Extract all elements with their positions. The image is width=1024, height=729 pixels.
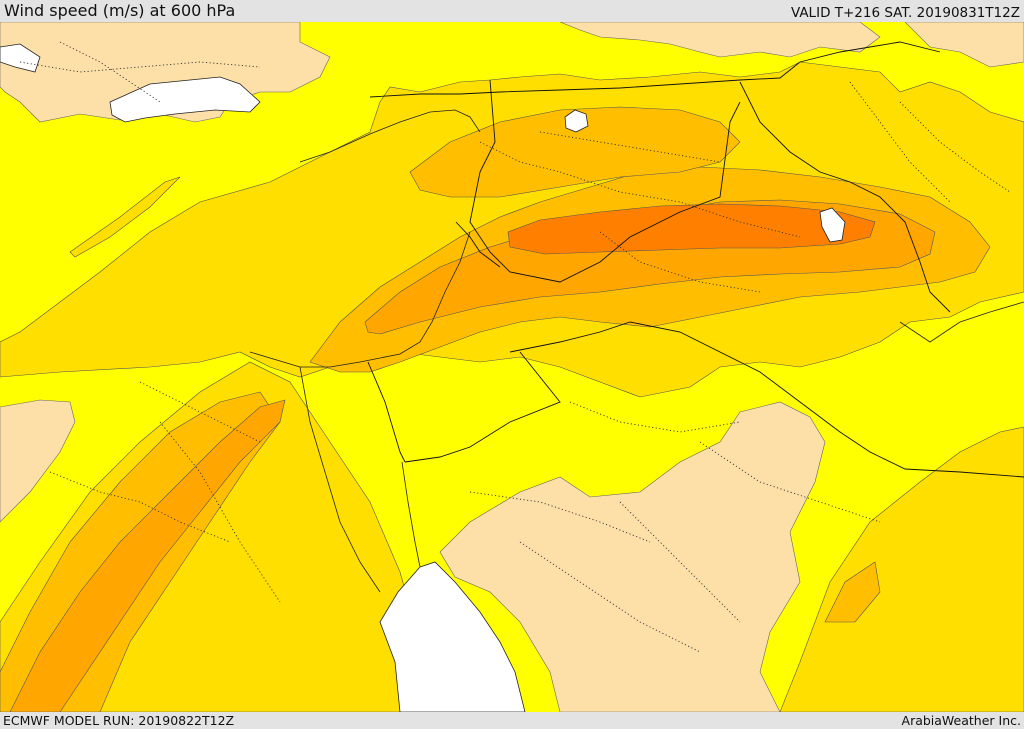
border-iran-caucasus <box>799 41 941 63</box>
admin-arabia-4 <box>699 441 881 523</box>
model-run-time: ECMWF MODEL RUN: 20190822T12Z <box>3 713 235 728</box>
border-egypt-israel <box>367 361 406 463</box>
level-2-arabia-east <box>779 426 1024 712</box>
border-jordan-saudi-arabia <box>404 351 561 463</box>
calm-area-anatolia <box>0 22 331 123</box>
bosphorus-strait <box>0 43 41 73</box>
calm-area-caucasus <box>559 22 881 58</box>
coastline-persian-gulf <box>899 301 1024 343</box>
level-4-africa-band <box>9 399 286 712</box>
lake-urmia <box>819 207 846 243</box>
red-sea <box>379 561 526 712</box>
admin-egypt-1 <box>139 381 261 443</box>
admin-arabia-3 <box>619 501 741 623</box>
border-iraq-saudi-arabia <box>509 321 1024 478</box>
level-5-areas <box>507 203 876 255</box>
admin-iraq-1 <box>539 131 721 163</box>
admin-arabia-5 <box>569 401 741 433</box>
header-bar: Wind speed (m/s) at 600 hPa VALID T+216 … <box>0 0 1024 22</box>
admin-anatolia-2 <box>59 41 161 103</box>
coastline-gulf-of-suez <box>299 366 381 593</box>
admin-anatolia-1 <box>19 61 261 73</box>
admin-arabia-2 <box>519 541 701 653</box>
water-bodies <box>0 43 846 712</box>
lake-van <box>564 109 589 133</box>
level-3-arabia-patch <box>824 561 881 623</box>
coastlines <box>249 109 1024 593</box>
footer-bar: ECMWF MODEL RUN: 20190822T12Z ArabiaWeat… <box>0 712 1024 729</box>
border-turkey-syria <box>369 61 801 98</box>
country-borders <box>367 41 1024 478</box>
admin-egypt-2 <box>159 421 281 603</box>
level-5-jet-core <box>507 203 876 255</box>
valid-time: VALID T+216 SAT. 20190831T12Z <box>790 5 1020 21</box>
admin-boundaries <box>19 41 1011 653</box>
calm-area-iran <box>904 22 1024 68</box>
level-2-mediterranean-jet <box>69 176 181 258</box>
border-syria-iraq <box>469 79 741 283</box>
coastline-gulf-of-aqaba <box>401 461 421 568</box>
border-syria-lebanon <box>455 221 501 268</box>
coastline-levant <box>299 109 481 163</box>
calm-area-arabia <box>439 401 826 712</box>
credit-text: ArabiaWeather Inc. <box>901 713 1021 728</box>
coastline-eastern-mediterranean <box>249 231 471 368</box>
map-title: Wind speed (m/s) at 600 hPa <box>4 1 236 20</box>
wind-speed-map[interactable] <box>0 22 1024 712</box>
sea-of-marmara <box>109 76 261 123</box>
admin-levant-1 <box>479 141 561 173</box>
calm-area-libya <box>0 399 76 523</box>
border-iraq-iran <box>739 81 951 313</box>
